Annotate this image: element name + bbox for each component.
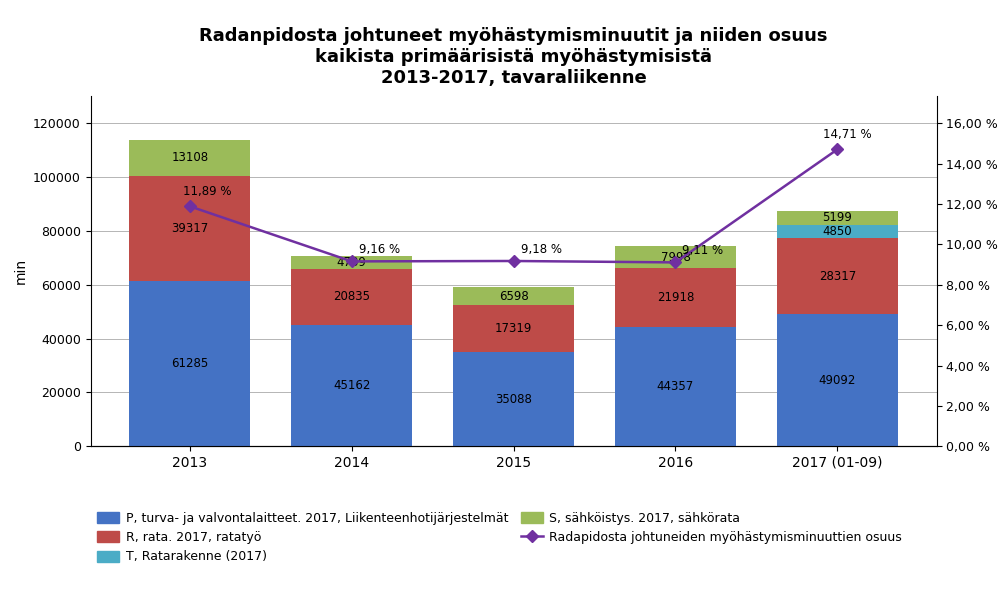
Bar [453, 305, 574, 352]
Text: 7998: 7998 [661, 251, 691, 264]
Bar [291, 325, 413, 446]
Text: 28317: 28317 [819, 270, 856, 283]
Text: 4739: 4739 [336, 256, 367, 269]
Bar [129, 175, 251, 282]
Radapidosta johtuneiden myöhästymisminuuttien osuus [832, 146, 844, 153]
Bar [453, 288, 574, 305]
Text: 4850: 4850 [823, 225, 852, 238]
Bar [776, 211, 898, 225]
Text: 9,18 %: 9,18 % [521, 242, 562, 256]
Y-axis label: min: min [13, 258, 27, 285]
Text: 9,11 %: 9,11 % [683, 244, 724, 257]
Text: 44357: 44357 [657, 380, 694, 393]
Text: 5199: 5199 [823, 212, 852, 224]
Bar [776, 225, 898, 238]
Text: 13108: 13108 [171, 151, 208, 165]
Title: Radanpidosta johtuneet myöhästymisminuutit ja niiden osuus
kaikista primäärisist: Radanpidosta johtuneet myöhästymisminuut… [199, 27, 828, 87]
Text: 6598: 6598 [498, 290, 529, 303]
Bar [291, 256, 413, 269]
Text: 35088: 35088 [495, 393, 532, 406]
Bar [614, 268, 736, 327]
Bar [453, 352, 574, 446]
Text: 17319: 17319 [494, 322, 533, 335]
Text: 45162: 45162 [333, 379, 371, 392]
Text: 20835: 20835 [333, 290, 371, 303]
Text: 11,89 %: 11,89 % [183, 185, 232, 198]
Line: Radapidosta johtuneiden myöhästymisminuuttien osuus: Radapidosta johtuneiden myöhästymisminuu… [185, 145, 842, 267]
Bar [129, 140, 251, 175]
Text: 49092: 49092 [819, 374, 856, 387]
Text: 39317: 39317 [171, 222, 208, 235]
Text: 14,71 %: 14,71 % [824, 128, 872, 141]
Radapidosta johtuneiden myöhästymisminuuttien osuus [345, 257, 357, 265]
Bar [129, 282, 251, 446]
Bar [614, 247, 736, 268]
Text: 21918: 21918 [657, 291, 694, 304]
Bar [776, 314, 898, 446]
Radapidosta johtuneiden myöhästymisminuuttien osuus [508, 257, 520, 265]
Radapidosta johtuneiden myöhästymisminuuttien osuus [183, 203, 195, 210]
Bar [776, 238, 898, 314]
Bar [614, 327, 736, 446]
Radapidosta johtuneiden myöhästymisminuuttien osuus [670, 259, 682, 266]
Text: 9,16 %: 9,16 % [358, 243, 400, 256]
Text: 61285: 61285 [171, 358, 208, 370]
Legend: P, turva- ja valvontalaitteet. 2017, Liikenteenhotijärjestelmät, R, rata. 2017, : P, turva- ja valvontalaitteet. 2017, Lii… [97, 512, 902, 563]
Bar [291, 269, 413, 325]
